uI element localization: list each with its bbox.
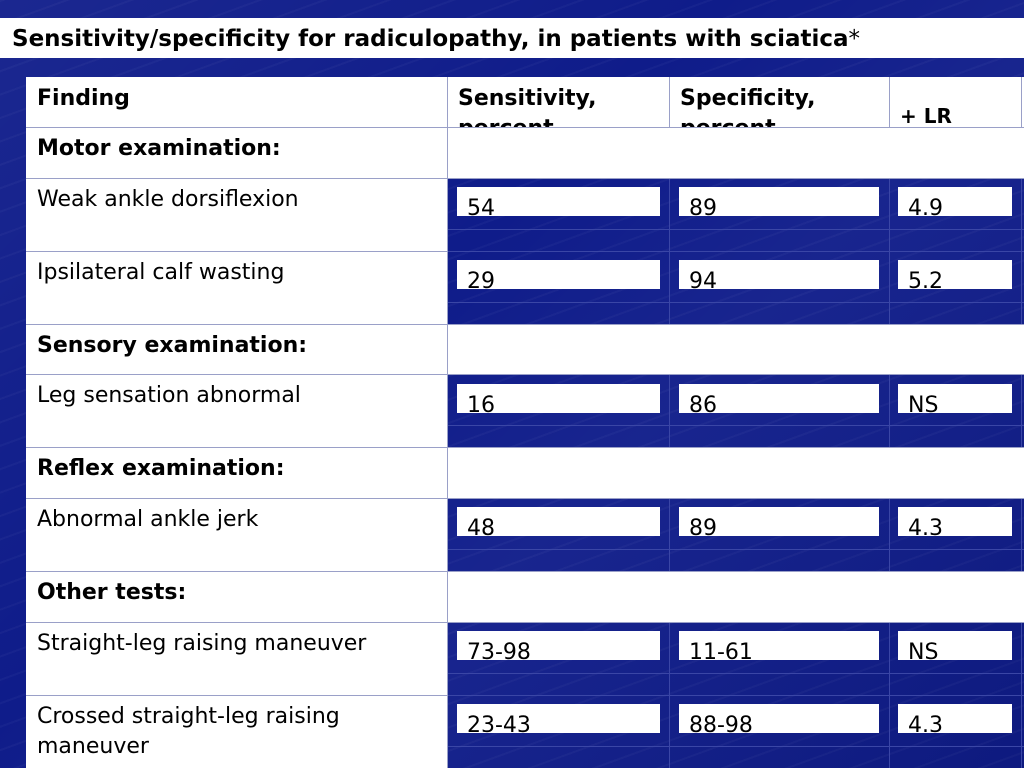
table-row [26, 623, 447, 695]
grid-line [26, 178, 1024, 179]
header-finding: Finding [37, 86, 130, 111]
section-row-sensory [26, 325, 1024, 374]
lr-cell: NS [898, 631, 1012, 660]
sensitivity-cell: 16 [457, 384, 660, 413]
lr-value: NS [908, 640, 939, 660]
finding-cell: Ipsilateral calf wasting [37, 260, 285, 285]
finding-cell: Weak ankle dorsiflexion [37, 187, 299, 212]
specificity-cell: 88-98 [679, 704, 879, 733]
grid-line [26, 374, 1024, 375]
sensitivity-value: 16 [467, 393, 495, 413]
slide-title: Sensitivity/specificity for radiculopath… [12, 26, 860, 52]
header-lr: + LR [900, 104, 952, 128]
specificity-cell: 94 [679, 260, 879, 289]
sensitivity-cell: 48 [457, 507, 660, 536]
grid-line [448, 251, 1024, 252]
grid-line [448, 229, 1024, 230]
specificity-cell: 89 [679, 507, 879, 536]
specificity-cell: 86 [679, 384, 879, 413]
section-row-reflex [26, 448, 1024, 498]
header-specificity: Specificity, percent [680, 86, 816, 127]
grid-line [26, 324, 1024, 325]
grid-line [26, 695, 447, 696]
sensitivity-value: 48 [467, 516, 495, 536]
sensitivity-cell: 23-43 [457, 704, 660, 733]
lr-cell: 4.3 [898, 704, 1012, 733]
header-sensitivity-cell: Sensitivity, percent [448, 77, 670, 127]
lr-value: 4.3 [908, 516, 943, 536]
lr-cell: 4.3 [898, 507, 1012, 536]
slide-title-bar: Sensitivity/specificity for radiculopath… [0, 18, 1024, 58]
lr-cell: 5.2 [898, 260, 1012, 289]
finding-cell: Abnormal ankle jerk [37, 507, 259, 532]
finding-cell: Leg sensation abnormal [37, 383, 301, 408]
grid-line [448, 425, 1024, 426]
table-header-row [26, 77, 1024, 127]
section-sensory: Sensory examination: [37, 333, 308, 358]
grid-line [26, 622, 1024, 623]
grid-line [1021, 77, 1022, 127]
lr-cell: NS [898, 384, 1012, 413]
section-reflex: Reflex examination: [37, 456, 285, 481]
sensitivity-value: 73-98 [467, 640, 531, 660]
section-row-motor [26, 128, 1024, 178]
grid-line [448, 302, 1024, 303]
grid-line [889, 77, 890, 127]
table-row [26, 179, 447, 251]
specificity-value: 11-61 [689, 640, 753, 660]
grid-line [26, 251, 447, 252]
table-row [26, 696, 447, 768]
specificity-value: 89 [689, 196, 717, 216]
specificity-value: 89 [689, 516, 717, 536]
grid-line [26, 571, 1024, 572]
table-row [26, 252, 447, 324]
finding-cell-line1: Crossed straight-leg raising [37, 704, 340, 729]
specificity-value: 86 [689, 393, 717, 413]
grid-line [669, 499, 670, 571]
sensitivity-value: 23-43 [467, 713, 531, 733]
grid-line [1021, 375, 1022, 447]
grid-line [889, 499, 890, 571]
sensitivity-cell: 29 [457, 260, 660, 289]
grid-line [669, 375, 670, 447]
grid-line [889, 375, 890, 447]
sensitivity-value: 29 [467, 269, 495, 289]
section-other: Other tests: [37, 580, 187, 605]
finding-cell: Straight-leg raising maneuver [37, 631, 367, 656]
specificity-cell: 11-61 [679, 631, 879, 660]
sensitivity-value: 54 [467, 196, 495, 216]
specificity-value: 94 [689, 269, 717, 289]
section-row-other [26, 572, 1024, 622]
header-specificity-cell: Specificity, percent [670, 77, 890, 127]
lr-value: NS [908, 393, 939, 413]
specificity-value: 88-98 [689, 713, 753, 733]
section-motor: Motor examination: [37, 136, 281, 161]
grid-line [447, 77, 448, 768]
slide-title-text: Sensitivity/specificity for radiculopath… [12, 26, 849, 52]
table-row [26, 375, 447, 447]
header-sensitivity: Sensitivity, percent [458, 86, 597, 127]
table-row [26, 499, 447, 571]
lr-value: 4.9 [908, 196, 943, 216]
grid-line [26, 447, 1024, 448]
lr-value: 5.2 [908, 269, 943, 289]
lr-cell: 4.9 [898, 187, 1012, 216]
grid-line [448, 746, 1024, 747]
sensitivity-cell: 54 [457, 187, 660, 216]
grid-line [448, 695, 1024, 696]
grid-line [26, 498, 1024, 499]
grid-line [448, 673, 1024, 674]
sensitivity-cell: 73-98 [457, 631, 660, 660]
grid-line [448, 549, 1024, 550]
lr-value: 4.3 [908, 713, 943, 733]
specificity-cell: 89 [679, 187, 879, 216]
grid-line [1021, 499, 1022, 571]
finding-cell-line2: maneuver [37, 734, 149, 759]
grid-line [669, 77, 670, 127]
grid-line [26, 127, 1024, 128]
title-footnote-marker: * [848, 26, 861, 52]
